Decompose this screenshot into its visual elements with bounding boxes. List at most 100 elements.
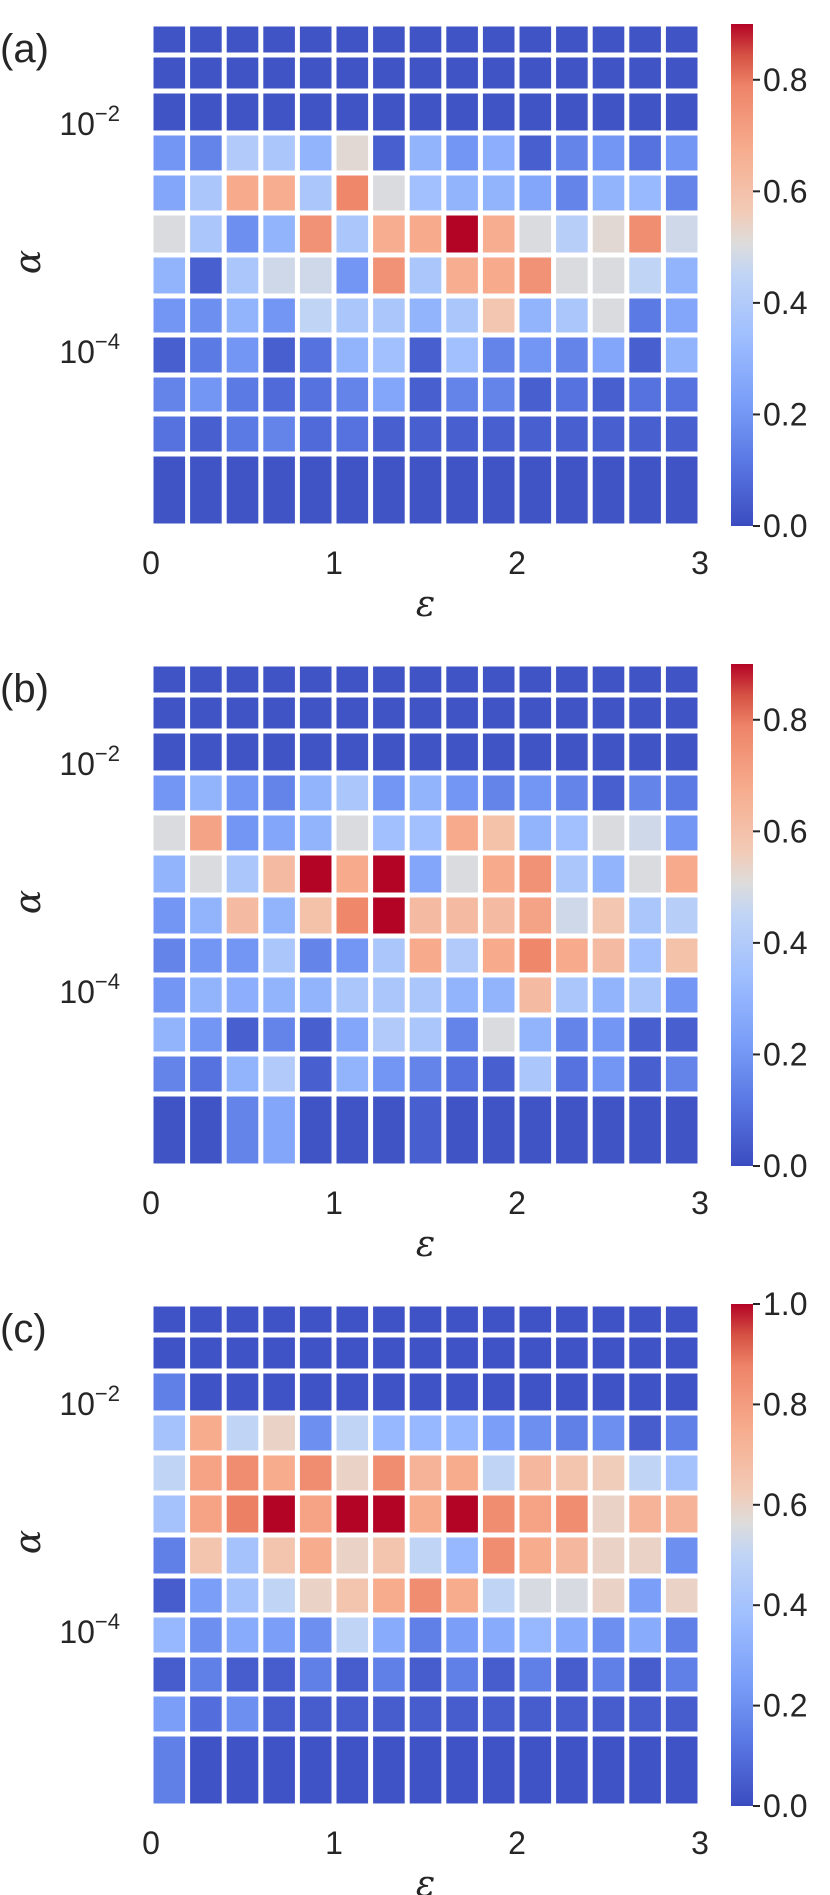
heatmap-cell <box>482 815 515 851</box>
heatmap-cell <box>592 215 625 253</box>
heatmap-cell <box>556 257 588 294</box>
heatmap-cell <box>263 215 295 253</box>
heatmap-cell <box>519 26 552 53</box>
heatmap-cell <box>556 697 588 729</box>
heatmap-cells <box>153 1306 698 1804</box>
heatmap-cell <box>665 456 698 524</box>
heatmap-cell <box>519 1056 552 1092</box>
heatmap-cell <box>629 1415 661 1451</box>
heatmap-cell <box>519 1096 552 1164</box>
heatmap-cell <box>592 175 625 211</box>
heatmap-cell <box>190 1017 222 1052</box>
heatmap-cell <box>629 733 661 771</box>
heatmap-cell <box>226 1696 259 1732</box>
heatmap-cell <box>482 1337 515 1369</box>
heatmap-cell <box>226 1337 259 1369</box>
heatmap-cell <box>409 1696 442 1732</box>
heatmap-cell <box>482 456 515 524</box>
colorbar-tick-label: 0.0 <box>763 1788 807 1824</box>
heatmap-cell <box>629 175 661 211</box>
heatmap-cell <box>190 1056 222 1092</box>
heatmap-cell <box>336 1696 369 1732</box>
heatmap-cell <box>336 697 369 729</box>
heatmap-cell <box>556 215 588 253</box>
heatmap-cell <box>373 666 405 693</box>
y-tick-label: 10−4 <box>59 969 120 1010</box>
heatmap-cell <box>629 1696 661 1732</box>
x-tick-label: 0 <box>142 545 160 581</box>
x-tick-label: 2 <box>508 1825 526 1861</box>
heatmap-cell <box>519 298 552 333</box>
heatmap-cell <box>446 57 478 89</box>
heatmap-cell <box>482 897 515 934</box>
heatmap-cell <box>226 416 259 452</box>
heatmap-cell <box>629 1373 661 1411</box>
heatmap-cell <box>665 1415 698 1451</box>
heatmap-cell <box>226 1537 259 1574</box>
heatmap-cell <box>336 26 369 53</box>
colorbar: 0.0 0.2 0.4 0.6 0.8 <box>731 24 807 544</box>
heatmap-cell <box>190 175 222 211</box>
heatmap-cell <box>665 1696 698 1732</box>
heatmap-cell <box>446 938 478 973</box>
heatmap-cell <box>556 93 588 131</box>
colorbar: 0.0 0.2 0.4 0.6 0.8 <box>731 664 807 1184</box>
panel-label: (b) <box>0 667 49 711</box>
heatmap-cell <box>409 1306 442 1333</box>
heatmap-cell <box>336 1096 369 1164</box>
heatmap-cell <box>482 215 515 253</box>
heatmap-cell <box>592 1617 625 1653</box>
heatmap-cell <box>482 1373 515 1411</box>
heatmap-cell <box>373 93 405 131</box>
heatmap-cell <box>482 1415 515 1451</box>
heatmap-cell <box>263 1056 295 1092</box>
heatmap-cell <box>556 666 588 693</box>
heatmap-cell <box>226 1056 259 1092</box>
heatmap-cell <box>482 1657 515 1692</box>
heatmap-cell <box>409 1373 442 1411</box>
heatmap-cell <box>409 135 442 171</box>
heatmap-cell <box>629 775 661 811</box>
heatmap-cell <box>629 416 661 452</box>
heatmap-cell <box>629 1017 661 1052</box>
heatmap-cell <box>556 1373 588 1411</box>
heatmap-cell <box>556 1736 588 1804</box>
heatmap-cell <box>190 1415 222 1451</box>
x-tick-label: 1 <box>325 1185 343 1221</box>
heatmap-cell <box>629 897 661 934</box>
heatmap-cell <box>263 93 295 131</box>
heatmap-cell <box>226 938 259 973</box>
heatmap-cell <box>665 1096 698 1164</box>
panel-label: (a) <box>0 27 49 71</box>
heatmap-cell <box>153 337 186 373</box>
heatmap-cell <box>556 298 588 333</box>
heatmap-cell <box>519 1696 552 1732</box>
heatmap-cell <box>592 697 625 729</box>
heatmap-cell <box>190 337 222 373</box>
heatmap-cell <box>556 57 588 89</box>
heatmap-cell <box>373 1017 405 1052</box>
heatmap-cell <box>592 26 625 53</box>
heatmap-cell <box>263 666 295 693</box>
heatmap-cell <box>409 733 442 771</box>
heatmap-cell <box>482 666 515 693</box>
heatmap-cell <box>263 1337 295 1369</box>
heatmap-cell <box>190 1373 222 1411</box>
heatmap-cell <box>482 416 515 452</box>
colorbar-gradient <box>731 24 753 526</box>
heatmap-cell <box>299 377 332 412</box>
heatmap-cell <box>190 697 222 729</box>
x-tick-label: 0 <box>142 1185 160 1221</box>
heatmap-cell <box>519 977 552 1013</box>
heatmap-cell <box>226 1306 259 1333</box>
heatmap-cell <box>519 697 552 729</box>
colorbar-tick-label: 1.0 <box>763 1286 807 1322</box>
heatmap-cell <box>373 697 405 729</box>
heatmap-cell <box>482 1306 515 1333</box>
heatmap-cell <box>592 938 625 973</box>
colorbar-tick-label: 0.6 <box>763 173 807 209</box>
heatmap-cell <box>263 977 295 1013</box>
heatmap-panel-1: (a) 0 1 2 3 ε 10−2 10−4 α 0.0 0.2 0.4 0.6 0.8 <box>0 24 807 625</box>
heatmap-cell <box>629 1337 661 1369</box>
heatmap-cell <box>665 897 698 934</box>
